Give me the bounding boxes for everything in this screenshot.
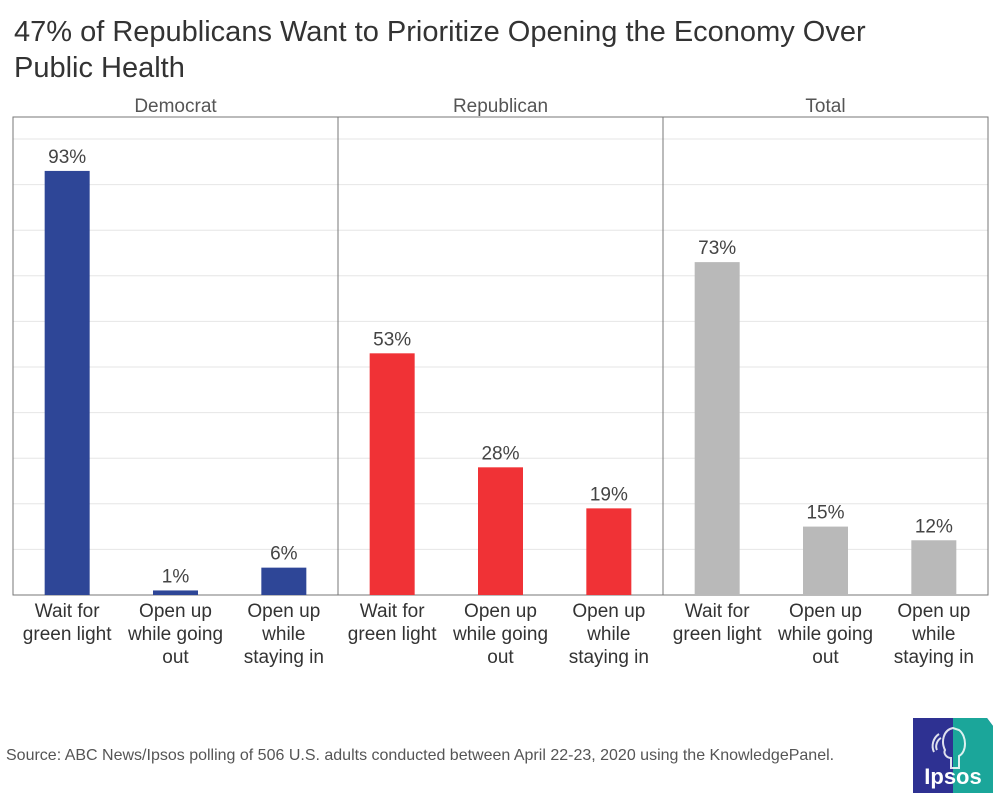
- x-tick-label: Wait for green light: [348, 601, 437, 645]
- x-tick-label-line: Wait for: [360, 601, 425, 622]
- x-tick-label-line: out: [487, 647, 514, 668]
- x-tick-label-line: Open up: [464, 601, 537, 622]
- source-note: Source: ABC News/Ipsos polling of 506 U.…: [6, 747, 835, 764]
- bar-total-2: [803, 526, 848, 595]
- x-tick-label: Open up while staying in: [569, 601, 649, 668]
- data-label: 19%: [590, 484, 628, 505]
- x-tick-label-line: while: [911, 624, 955, 645]
- x-tick-label-line: Wait for: [685, 601, 750, 622]
- data-label: 1%: [162, 566, 190, 587]
- chart-title: 47% of Republicans Want to Prioritize Op…: [14, 16, 866, 84]
- bar-total-3: [911, 540, 957, 595]
- x-tick-label-line: Wait for: [35, 601, 100, 622]
- x-tick-label-line: Open up: [897, 601, 970, 622]
- panel-label-total: Total: [805, 96, 845, 117]
- bar-democrat-1: [44, 170, 90, 596]
- x-tick-label-line: out: [812, 647, 839, 668]
- x-tick-label-line: staying in: [894, 647, 974, 668]
- x-tick-label-line: green light: [23, 624, 112, 645]
- x-tick-label-line: staying in: [569, 647, 649, 668]
- panel-label-republican: Republican: [453, 96, 548, 117]
- data-label: 93%: [48, 147, 86, 168]
- x-tick-label-line: Open up: [247, 601, 320, 622]
- x-tick-label-line: while: [261, 624, 305, 645]
- x-tick-label-line: while: [586, 624, 630, 645]
- data-label: 28%: [481, 443, 519, 464]
- x-tick-label-line: Open up: [789, 601, 862, 622]
- x-tick-label: Wait for green light: [673, 601, 762, 645]
- x-tick-label-line: green light: [348, 624, 437, 645]
- data-label: 15%: [806, 503, 844, 524]
- x-tick-label: Open up while staying in: [244, 601, 324, 668]
- bar-total-1: [694, 262, 740, 595]
- data-label: 53%: [373, 329, 411, 350]
- x-tick-label: Wait for green light: [23, 601, 112, 645]
- logo-profile-icon: [931, 726, 966, 769]
- x-tick-label-line: out: [162, 647, 189, 668]
- x-tick-label-line: Open up: [139, 601, 212, 622]
- x-tick-label-line: staying in: [244, 647, 324, 668]
- panel-label-democrat: Democrat: [134, 96, 217, 117]
- x-tick-label: Open up while going out: [777, 601, 873, 668]
- bar-republican-2: [478, 467, 523, 595]
- bar-republican-3: [586, 508, 632, 595]
- x-tick-label: Open up while going out: [452, 601, 548, 668]
- x-tick-label-line: while going: [452, 624, 548, 645]
- x-tick-label-line: green light: [673, 624, 762, 645]
- x-tick-label: Open up while staying in: [894, 601, 974, 668]
- logo-mark-icon: [913, 718, 993, 793]
- data-label: 12%: [915, 516, 953, 537]
- data-label: 73%: [698, 238, 736, 259]
- bar-republican-1: [369, 353, 415, 595]
- x-tick-label-line: while going: [127, 624, 223, 645]
- bar-democrat-2: [153, 590, 198, 595]
- x-tick-label-line: Open up: [572, 601, 645, 622]
- x-tick-label: Open up while going out: [127, 601, 223, 668]
- logo-text: Ipsos: [924, 764, 982, 789]
- ipsos-logo: Ipsos: [913, 718, 993, 793]
- x-tick-label-line: while going: [777, 624, 873, 645]
- bar-democrat-3: [261, 567, 307, 595]
- data-label: 6%: [270, 544, 298, 565]
